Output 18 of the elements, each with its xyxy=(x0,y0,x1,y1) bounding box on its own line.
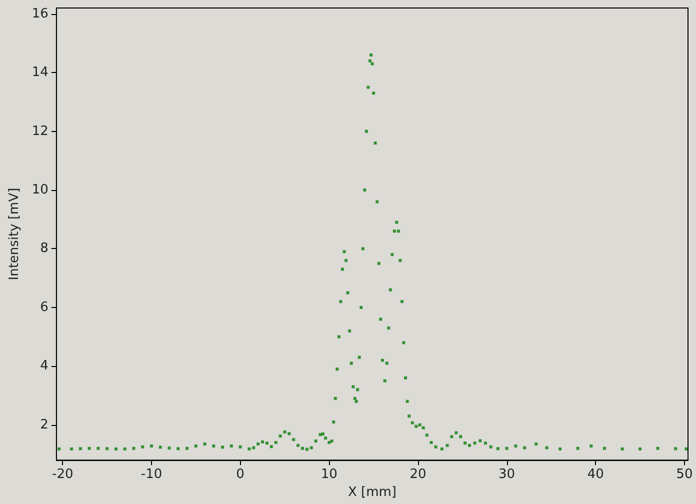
y-tick-label: 2 xyxy=(40,417,48,432)
y-axis-title: Intensity [mV] xyxy=(7,188,22,280)
x-tick-label: 20 xyxy=(410,467,426,482)
x-axis-title: X [mm] xyxy=(348,485,396,500)
x-tick-label: 50 xyxy=(676,467,693,482)
x-tick-label: 10 xyxy=(320,467,338,482)
x-tick-label: 40 xyxy=(587,467,604,482)
y-tick-label: 6 xyxy=(40,300,48,315)
y-tick-label: 14 xyxy=(32,65,48,80)
y-tick-label: 16 xyxy=(32,6,48,22)
x-tick-label: -10 xyxy=(140,467,162,482)
y-tick-label: 8 xyxy=(40,241,48,256)
y-tick-label: 4 xyxy=(40,358,48,374)
x-tick-label: -20 xyxy=(52,467,74,482)
y-tick-label: 10 xyxy=(32,182,48,198)
x-tick-label: 30 xyxy=(498,467,516,482)
y-tick-label: 12 xyxy=(32,124,48,139)
x-tick-label: 0 xyxy=(236,467,244,482)
